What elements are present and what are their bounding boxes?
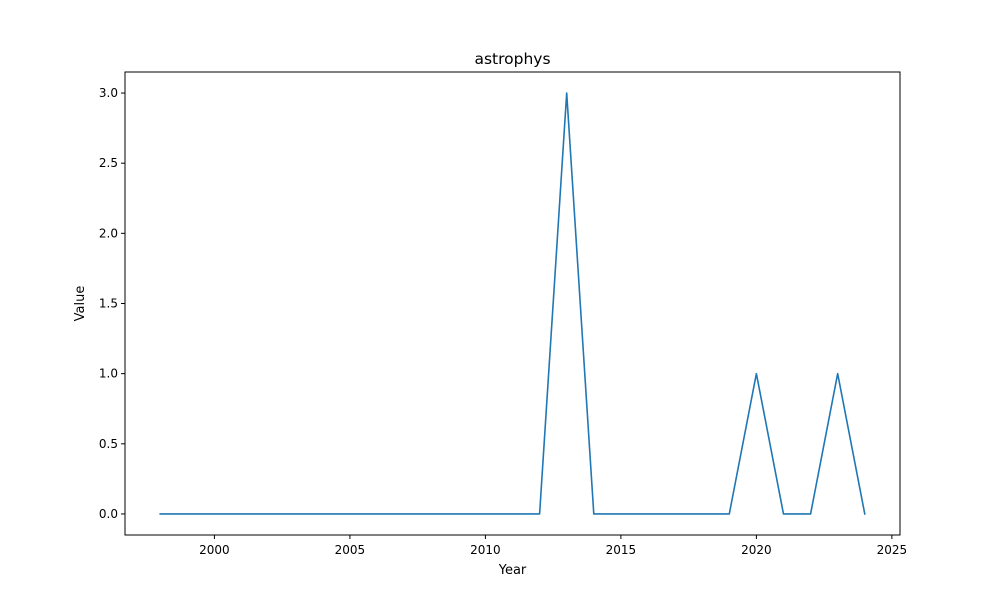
y-tick-label: 0.0 — [99, 507, 118, 521]
y-tick-label: 1.0 — [99, 367, 118, 381]
y-axis: 0.0 0.5 1.0 1.5 2.0 2.5 3.0 — [99, 86, 125, 521]
plot-area — [159, 92, 866, 515]
series-line-0 — [159, 92, 866, 515]
x-tick-label: 2005 — [335, 543, 366, 557]
x-tick-label: 2000 — [199, 543, 230, 557]
x-tick-label: 2025 — [877, 543, 908, 557]
x-tick-label: 2020 — [741, 543, 772, 557]
y-axis-label: Value — [73, 286, 88, 322]
x-axis: 2000 2005 2010 2015 2020 2025 — [199, 535, 907, 557]
x-tick-label: 2010 — [470, 543, 501, 557]
y-tick-label: 2.5 — [99, 156, 118, 170]
y-tick-label: 0.5 — [99, 437, 118, 451]
x-axis-label: Year — [498, 563, 527, 578]
y-tick-label: 2.0 — [99, 226, 118, 240]
x-tick-label: 2015 — [606, 543, 637, 557]
chart-title: astrophys — [474, 50, 550, 68]
y-tick-label: 3.0 — [99, 86, 118, 100]
y-tick-label: 1.5 — [99, 297, 118, 311]
